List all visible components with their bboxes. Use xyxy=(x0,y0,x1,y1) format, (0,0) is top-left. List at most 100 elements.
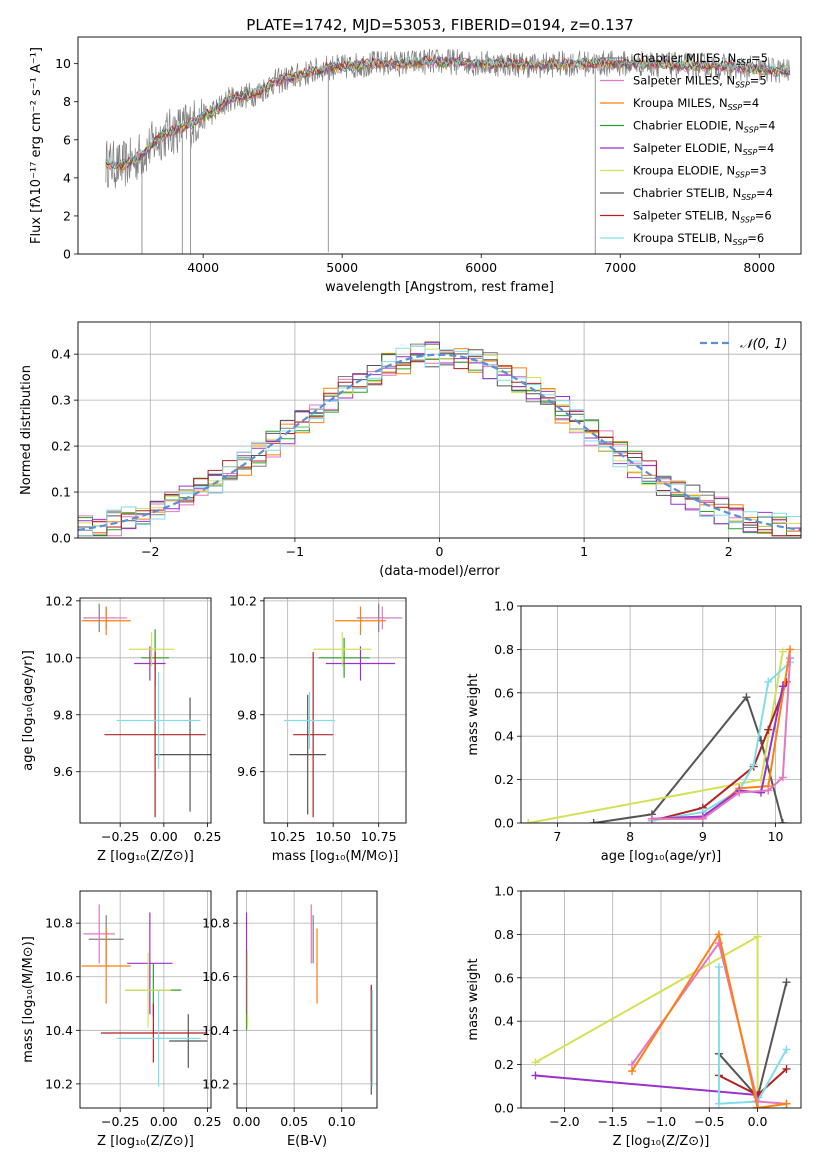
x-tick-label: 0.00 xyxy=(233,1114,261,1129)
chart-spectrum: 4000 5000 6000 7000 8000 0 2 4 6 8 10 wavelength [A… xyxy=(29,36,802,295)
legend: 𝒩(0, 1) xyxy=(700,337,787,352)
legend-label: Salpeter MILES, NSSP=5 xyxy=(633,74,767,90)
x-tick-label: 0.00 xyxy=(150,829,178,844)
plus-marker xyxy=(786,654,795,663)
residual-histogram xyxy=(78,345,801,537)
grid xyxy=(521,890,801,1109)
x-tick-label: 10.25 xyxy=(270,829,306,844)
plus-marker xyxy=(524,819,533,823)
figure-title: PLATE=1742, MJD=53053, FIBERID=0194, z=0… xyxy=(246,16,633,34)
error-bar xyxy=(155,697,211,812)
y-tick-label: 10.6 xyxy=(45,969,73,984)
y-tick-label: 0.0 xyxy=(51,531,71,546)
y-tick-label: 10.8 xyxy=(45,916,73,931)
chart-age_vs_mass: 10.25 10.50 10.75 9.6 9.8 10.0 10.2 mass [log₁₀… xyxy=(229,593,407,864)
y-tick-label: 0.1 xyxy=(51,485,71,500)
axes-frame xyxy=(263,597,407,824)
x-tick-label: 10 xyxy=(768,829,784,844)
y-tick-label: 0.4 xyxy=(51,347,71,362)
plus-marker xyxy=(714,962,723,971)
axes-frame xyxy=(77,36,802,255)
plus-marker xyxy=(749,760,758,769)
x-tick-label: 0.00 xyxy=(150,1114,178,1129)
legend: Chabrier MILES, NSSP=5 Salpeter MILES, NS… xyxy=(600,51,775,247)
plus-marker xyxy=(757,788,765,797)
plot-area xyxy=(524,645,795,823)
y-tick-label: 9.6 xyxy=(53,764,73,779)
mass-weight-line xyxy=(631,931,787,1108)
y-tick-label: 0.0 xyxy=(494,1101,514,1116)
error-bar xyxy=(83,904,115,964)
x-tick-label: −0.5 xyxy=(694,1114,724,1129)
y-axis-label: mass [log₁₀(M/M⊙)] xyxy=(21,936,36,1063)
x-axis-label: (data-model)/error xyxy=(379,564,500,579)
x-tick-label: 4000 xyxy=(187,260,219,275)
x-tick-label: 0.10 xyxy=(328,1114,356,1129)
error-bar xyxy=(116,990,201,1087)
y-tick-label: 0.6 xyxy=(494,970,514,985)
axes-frame xyxy=(520,890,802,1109)
y-tick-label: 4 xyxy=(63,170,71,185)
x-tick-label: 7000 xyxy=(604,260,636,275)
error-bar xyxy=(116,672,201,769)
y-tick-label: 10.4 xyxy=(45,1023,73,1038)
plus-marker xyxy=(589,819,598,823)
plus-marker xyxy=(778,682,787,691)
legend-label: 𝒩(0, 1) xyxy=(740,337,787,352)
error-bar xyxy=(169,1014,208,1068)
error-bar xyxy=(128,632,175,667)
plot-area xyxy=(531,930,791,1108)
y-tick-label: 1.0 xyxy=(494,884,514,899)
x-tick-label: −2.0 xyxy=(549,1114,579,1129)
plus-marker xyxy=(782,1099,791,1108)
x-axis-label: Z [log₁₀(Z/Z⊙)] xyxy=(97,849,194,864)
model-spectrum xyxy=(105,55,791,170)
plus-marker xyxy=(786,645,795,654)
legend-label: Salpeter STELIB, NSSP=6 xyxy=(633,209,772,225)
plot-area xyxy=(78,341,801,537)
y-tick-label: 2 xyxy=(63,208,71,223)
error-bar xyxy=(335,606,386,636)
x-tick-label: 7 xyxy=(553,829,561,844)
axes-frame xyxy=(520,605,802,824)
plus-marker xyxy=(753,932,762,941)
y-tick-label: 10.8 xyxy=(202,916,230,931)
legend-label: Chabrier ELODIE, NSSP=4 xyxy=(633,119,775,135)
plus-marker xyxy=(753,1104,762,1108)
plus-marker xyxy=(647,814,656,823)
y-tick-label: 0.3 xyxy=(51,393,71,408)
plus-marker xyxy=(782,1045,791,1054)
error-bar xyxy=(293,652,334,818)
error-bar xyxy=(284,691,335,749)
y-tick-label: 10.6 xyxy=(202,969,230,984)
y-tick-label: 0.6 xyxy=(494,685,514,700)
y-axis-label: Flux [fλ10⁻¹⁷ erg cm⁻² s⁻¹ A⁻¹] xyxy=(29,47,44,244)
chart-mass_vs_Z: −0.25 0.00 0.25 10.2 10.4 10.6 10.8 Z [log₁₀(Z/… xyxy=(21,890,221,1149)
plus-marker xyxy=(735,788,744,797)
error-bar xyxy=(318,637,370,678)
plus-marker xyxy=(764,677,773,686)
chart-mw_vs_age: 7 8 9 10 0.0 0.2 0.4 0.6 0.8 1.0 age [log₁₀(age/yr… xyxy=(466,599,802,864)
y-tick-label: 10.2 xyxy=(45,1076,73,1091)
plus-marker xyxy=(764,725,773,734)
mass-weight-line xyxy=(651,658,792,820)
y-tick-label: 0.4 xyxy=(494,1014,514,1029)
y-tick-label: 0.2 xyxy=(494,1057,514,1072)
x-tick-label: 8 xyxy=(626,829,634,844)
plus-marker xyxy=(714,930,723,939)
y-tick-label: 6 xyxy=(63,132,71,147)
legend-label: Chabrier MILES, NSSP=5 xyxy=(633,51,768,67)
plus-marker xyxy=(531,1071,540,1080)
chart-mass_vs_ebv: 0.00 0.05 0.10 10.2 10.4 10.6 10.8 E(B-V) xyxy=(202,890,378,1149)
plus-marker xyxy=(778,773,787,782)
y-axis-label: mass weight xyxy=(466,673,481,755)
y-tick-label: 10.2 xyxy=(45,593,73,608)
grid xyxy=(237,891,377,1108)
y-tick-label: 10.4 xyxy=(202,1023,230,1038)
grid xyxy=(80,891,211,1108)
axes-frame xyxy=(236,890,378,1109)
legend-label: Salpeter ELODIE, NSSP=4 xyxy=(633,141,774,157)
y-tick-label: 8 xyxy=(63,94,71,109)
y-axis-label: Normed distribution xyxy=(19,365,34,495)
